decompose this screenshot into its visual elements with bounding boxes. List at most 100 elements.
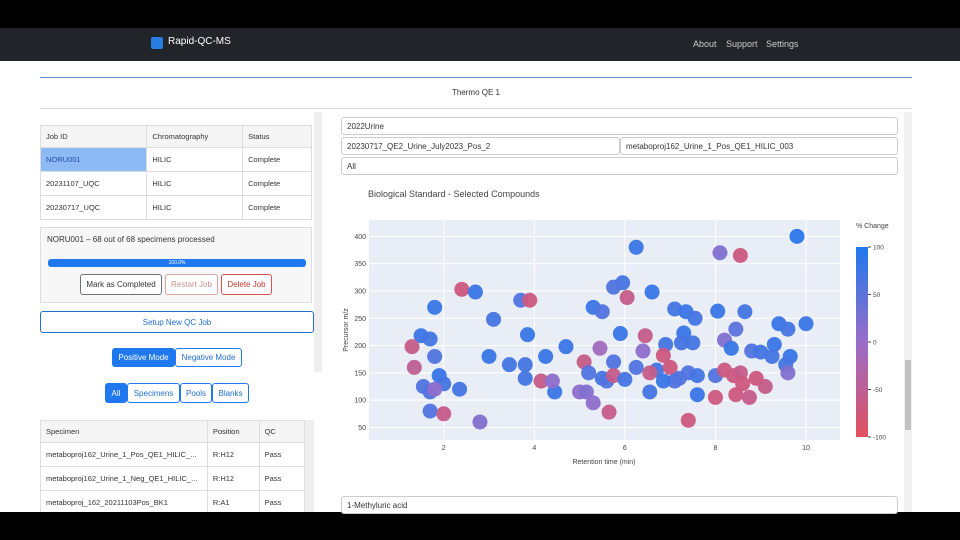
table-row[interactable]: metaboproj_162_20211103Pos_BK1 R:A1 Pass xyxy=(40,490,305,512)
table-cell: NORU001 xyxy=(40,147,148,172)
x-axis-label: Retention time (min) xyxy=(572,459,635,466)
table-cell: metaboproj_162_20211103Pos_BK1 xyxy=(40,490,208,512)
scatter-point xyxy=(642,365,658,381)
scatter-point xyxy=(436,406,452,422)
colorbar-tick-label: 0 xyxy=(873,340,877,347)
dropdown[interactable]: 1-Methyluric acid xyxy=(341,496,898,514)
scatter-point xyxy=(481,348,497,364)
button[interactable]: Mark as Completed xyxy=(80,274,162,295)
scatter-point xyxy=(644,284,660,300)
table-cell: 20230717_UQC xyxy=(40,195,148,220)
filter-button[interactable]: All xyxy=(105,383,127,403)
filter-button[interactable]: Pools xyxy=(180,383,212,403)
nav-link[interactable]: Settings xyxy=(766,39,799,49)
scatter-point xyxy=(501,357,517,373)
scatter-point xyxy=(558,339,574,355)
scatter-point xyxy=(467,284,483,300)
x-tick-label: 4 xyxy=(532,445,536,452)
logo-icon xyxy=(151,37,163,49)
scatter-point xyxy=(427,348,443,364)
button[interactable]: Setup New QC Job xyxy=(40,311,314,333)
scrollbar-thumb[interactable] xyxy=(905,360,911,430)
scatter-point xyxy=(581,365,597,381)
scatter-point xyxy=(517,357,533,373)
plot-area xyxy=(369,220,840,440)
y-tick-label: 100 xyxy=(354,398,366,405)
table-row[interactable]: 20231107_UQC HILIC Complete xyxy=(40,171,312,196)
scatter-point xyxy=(662,359,678,375)
brand[interactable]: Rapid-QC-MS xyxy=(168,36,231,47)
divider xyxy=(40,108,912,109)
table-cell: HILIC xyxy=(146,195,244,220)
scatter-point xyxy=(606,354,622,370)
mode-toggle[interactable]: Negative Mode xyxy=(175,348,242,367)
colorbar-tick-label: -100 xyxy=(873,435,886,442)
colorbar-tick-label: 100 xyxy=(873,245,884,252)
scrollbar[interactable] xyxy=(314,112,322,372)
y-tick-label: 50 xyxy=(358,425,366,432)
scatter-point xyxy=(673,335,689,351)
filter-button[interactable]: Blanks xyxy=(212,383,249,403)
scatter-point xyxy=(642,384,658,400)
table: Job ID Chromatography Status NORU001 HILIC Co… xyxy=(40,125,312,220)
scatter-point xyxy=(655,373,671,389)
dropdown[interactable]: All xyxy=(341,157,898,175)
colorbar-tick-label: 50 xyxy=(873,292,881,299)
scatter-point xyxy=(522,292,538,308)
x-tick-label: 6 xyxy=(623,445,627,452)
scatter-point xyxy=(601,404,617,420)
x-tick-label: 2 xyxy=(442,445,446,452)
scatter-point xyxy=(655,347,671,363)
y-axis-label: Precursor m/z xyxy=(343,308,350,352)
scatter-point xyxy=(687,310,703,326)
mode-toggle[interactable]: Positive Mode xyxy=(112,348,175,367)
y-tick-label: 250 xyxy=(354,316,366,323)
table-row[interactable]: 20230717_UQC HILIC Complete xyxy=(40,195,312,220)
button[interactable]: Delete Job xyxy=(221,274,272,295)
nav-link[interactable]: About xyxy=(693,39,717,49)
scatter-point xyxy=(628,359,644,375)
scatter-point xyxy=(486,311,502,327)
scatter-point xyxy=(585,395,601,411)
scatter-point xyxy=(780,321,796,337)
scrollbar[interactable] xyxy=(904,112,912,512)
scatter-point xyxy=(735,376,751,392)
y-tick-label: 150 xyxy=(354,370,366,377)
dropdown[interactable]: 20230717_QE2_Urine_July2023_Pos_2 xyxy=(341,137,620,155)
button[interactable]: Restart Job xyxy=(165,274,218,295)
job-status: NORU001 – 68 out of 68 specimens process… xyxy=(47,235,215,244)
y-tick-label: 200 xyxy=(354,343,366,350)
scatter-point xyxy=(422,403,438,419)
dropdown[interactable]: 2022Urine xyxy=(341,117,898,135)
scatter-point xyxy=(712,245,728,261)
scatter-point xyxy=(594,304,610,320)
scatter-point xyxy=(728,387,744,403)
scatter-point xyxy=(517,370,533,386)
scatter-point xyxy=(798,316,814,332)
scatter-point xyxy=(544,373,560,389)
scatter-point xyxy=(741,389,757,405)
scatter-point xyxy=(628,239,644,255)
scatter-point xyxy=(606,368,622,384)
progress-bar: 100.0% xyxy=(48,259,306,267)
scatter-point xyxy=(422,331,438,347)
scatter-point xyxy=(427,299,443,315)
scatter-point xyxy=(612,326,628,342)
filter-button[interactable]: Specimens xyxy=(127,383,180,403)
scrollbar[interactable] xyxy=(305,420,314,512)
dropdown[interactable]: metaboproj162_Urine_1_Pos_QE1_HILIC_003 xyxy=(620,137,898,155)
y-tick-label: 400 xyxy=(354,234,366,241)
scatter-point xyxy=(592,340,608,356)
table-cell: HILIC xyxy=(146,171,244,196)
scatter-point xyxy=(617,371,633,387)
divider xyxy=(40,77,912,78)
scatter-point xyxy=(472,414,488,430)
nav-link[interactable]: Support xyxy=(726,39,758,49)
y-tick-label: 300 xyxy=(354,288,366,295)
table-cell: Complete xyxy=(242,195,312,220)
scatter-point xyxy=(737,304,753,320)
x-tick-label: 10 xyxy=(802,445,810,452)
scatter-point xyxy=(671,370,687,386)
